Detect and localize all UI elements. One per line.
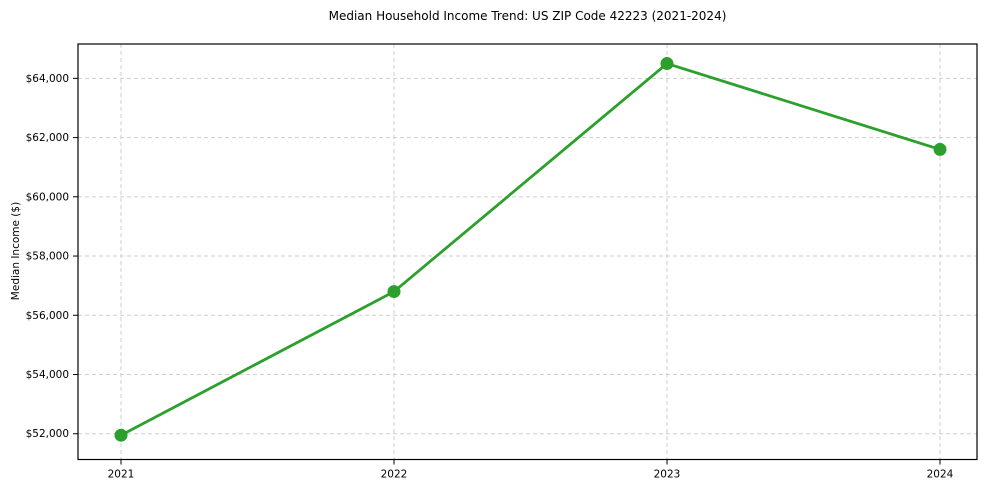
x-tick-label: 2021 (108, 469, 135, 481)
y-tick-label: $64,000 (26, 73, 69, 85)
y-tick-label: $58,000 (26, 251, 69, 263)
data-point (114, 428, 128, 442)
x-tick-label: 2024 (927, 469, 954, 481)
data-line (119, 62, 942, 437)
y-tick-label: $62,000 (26, 132, 69, 144)
chart-title: Median Household Income Trend: US ZIP Co… (328, 9, 727, 23)
y-tick-label: $60,000 (26, 191, 69, 203)
plot-border (77, 43, 978, 461)
y-tick-label: $52,000 (26, 428, 69, 440)
y-tick-label: $54,000 (26, 369, 69, 381)
data-point (387, 285, 401, 299)
y-tick-label: $56,000 (26, 310, 69, 322)
x-tick-label: 2023 (654, 469, 681, 481)
x-tick-label: 2022 (381, 469, 408, 481)
data-point (933, 142, 947, 156)
data-point (660, 57, 674, 71)
